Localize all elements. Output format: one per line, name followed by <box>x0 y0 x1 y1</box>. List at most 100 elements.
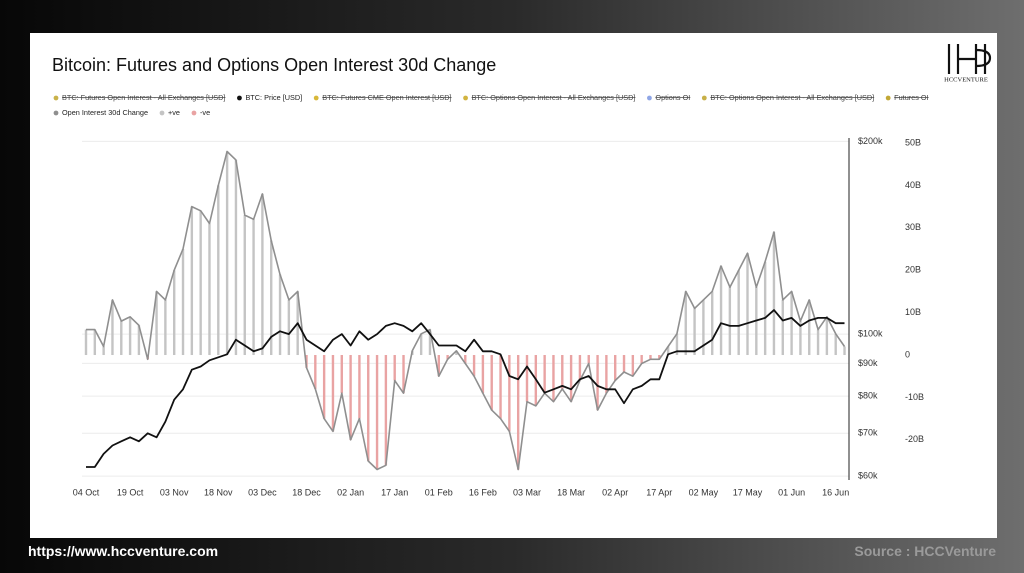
y-tick-label: 40B <box>905 180 921 190</box>
bar <box>173 270 176 356</box>
bar <box>525 355 529 402</box>
legend-label: BTC: Futures Open Interest - All Exchang… <box>62 93 225 102</box>
x-tick-label: 18 Nov <box>204 487 233 497</box>
bar <box>631 355 635 377</box>
bar <box>614 355 617 381</box>
bar <box>375 355 379 470</box>
bar <box>128 316 132 356</box>
chart: Bitcoin: Futures and Options Open Intere… <box>52 44 992 498</box>
legend-item: +ve <box>159 108 180 117</box>
bar <box>243 215 246 356</box>
legend-label: BTC: Options Open Interest - All Exchang… <box>472 93 636 102</box>
bar <box>252 219 255 356</box>
legend-swatch <box>701 95 707 101</box>
legend-label: -ve <box>200 108 210 117</box>
bar <box>84 329 88 356</box>
y-tick-label: 50B <box>905 137 921 147</box>
y2-tick-label: $90k <box>858 358 878 368</box>
bar <box>666 346 670 356</box>
bar <box>437 355 440 377</box>
bar <box>746 253 749 356</box>
y2-tick-label: $70k <box>858 428 878 438</box>
legend-swatch <box>191 110 197 116</box>
bar <box>799 321 802 356</box>
bar <box>164 299 167 356</box>
bar <box>843 346 846 356</box>
legend-label: BTC: Futures CME Open Interest [USD] <box>322 93 451 102</box>
bar <box>675 333 679 356</box>
bar <box>816 329 820 356</box>
legend-item: BTC: Futures CME Open Interest [USD] <box>313 93 452 102</box>
legend-item: Open Interest 30d Change <box>53 108 148 117</box>
x-tick-label: 17 Apr <box>646 487 672 497</box>
legend-label: +ve <box>168 108 180 117</box>
bar <box>181 248 185 356</box>
logo-text: HCCVENTURE <box>944 76 988 83</box>
bar <box>481 355 485 394</box>
bar <box>649 355 652 360</box>
y-tick-label: -20B <box>905 434 924 444</box>
legend-swatch <box>237 95 242 101</box>
bar <box>508 355 511 432</box>
bar <box>552 355 555 402</box>
bar <box>763 261 767 356</box>
bar <box>622 355 626 372</box>
legend-item: Futures OI <box>885 93 929 102</box>
legend-swatch <box>53 110 59 116</box>
legend-item: BTC: Price [USD] <box>237 93 302 102</box>
bar <box>640 355 643 364</box>
bar <box>102 346 105 356</box>
bar <box>719 265 723 356</box>
legend-swatch <box>647 95 652 101</box>
legend-label: Futures OI <box>894 93 928 102</box>
bar <box>287 299 291 356</box>
x-tick-label: 02 Apr <box>602 487 628 497</box>
legend-item: -ve <box>191 108 210 117</box>
legend-swatch <box>885 95 891 101</box>
bar <box>808 299 811 356</box>
y-tick-label: -10B <box>905 392 924 402</box>
bar <box>111 299 114 356</box>
bar <box>781 299 784 356</box>
legend-item: BTC: Options Open Interest - All Exchang… <box>701 93 874 102</box>
legend-item: Options OI <box>647 93 690 102</box>
bar <box>711 291 714 356</box>
bar <box>155 291 158 356</box>
y-tick-label: 20B <box>905 265 921 275</box>
bar <box>340 355 343 394</box>
bar <box>587 355 590 364</box>
x-tick-label: 03 Mar <box>513 487 541 497</box>
x-tick-label: 02 Jan <box>337 487 364 497</box>
x-tick-label: 17 May <box>733 487 763 497</box>
chart-title: Bitcoin: Futures and Options Open Intere… <box>52 55 496 75</box>
bar <box>261 193 264 356</box>
bar <box>578 355 582 381</box>
bar <box>772 232 776 356</box>
oi-line <box>86 150 846 471</box>
bar <box>472 355 476 377</box>
bar <box>737 270 740 356</box>
x-tick-label: 01 Feb <box>425 487 453 497</box>
bar <box>190 206 194 356</box>
legend-swatch <box>53 95 59 101</box>
bar <box>199 210 202 356</box>
bar <box>428 329 432 356</box>
bar <box>569 355 573 402</box>
bar <box>790 291 793 356</box>
bar <box>384 355 388 466</box>
x-tick-label: 17 Jan <box>381 487 408 497</box>
y2-tick-label: $100k <box>858 328 883 338</box>
x-tick-label: 03 Dec <box>248 487 277 497</box>
bar <box>446 355 449 360</box>
y2-tick-label: $60k <box>858 471 878 481</box>
bar <box>322 355 326 419</box>
bar <box>217 185 220 356</box>
bar <box>314 355 317 389</box>
bar <box>208 223 211 356</box>
bar <box>499 355 502 419</box>
x-tick-label: 18 Mar <box>557 487 585 497</box>
bar <box>728 287 732 356</box>
footer-url: https://www.hccventure.com <box>28 543 219 559</box>
y-tick-label: 30B <box>905 222 921 232</box>
